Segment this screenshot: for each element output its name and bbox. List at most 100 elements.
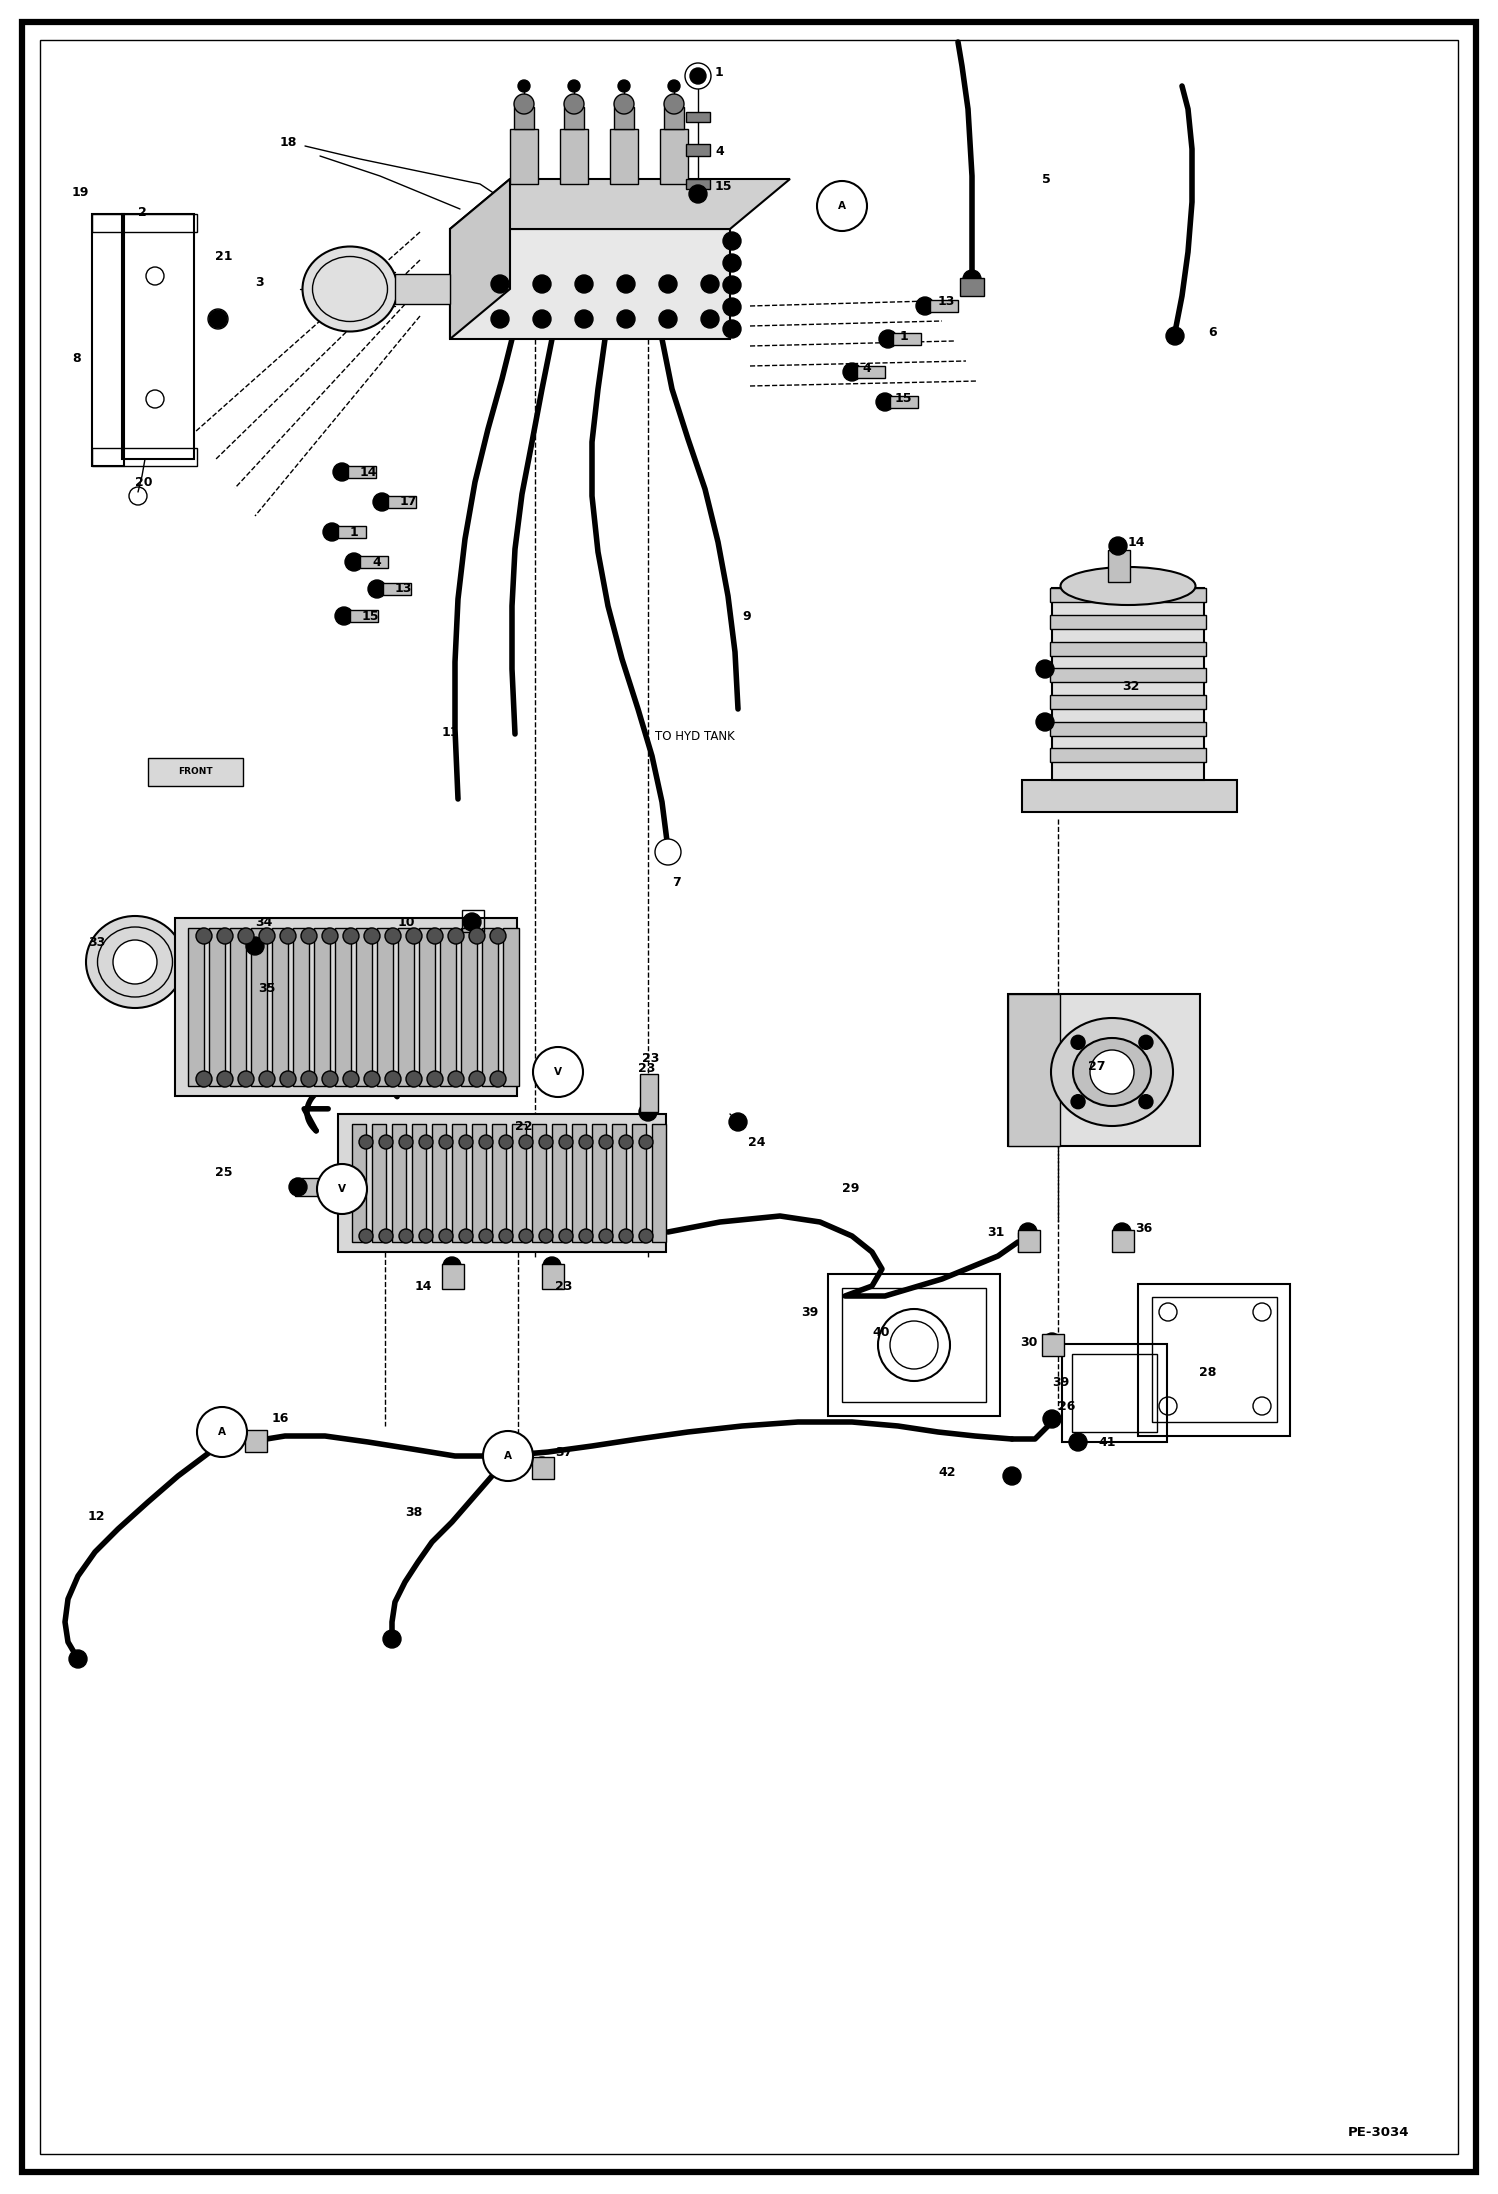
Bar <box>91 215 124 465</box>
Circle shape <box>1138 1095 1153 1108</box>
Text: 30: 30 <box>1020 1336 1038 1349</box>
Circle shape <box>659 274 677 294</box>
Text: 2: 2 <box>138 206 147 219</box>
Bar <box>461 928 476 1086</box>
Bar <box>491 1123 506 1242</box>
Circle shape <box>575 309 593 327</box>
Bar <box>828 1275 1001 1415</box>
Text: 11: 11 <box>442 726 460 739</box>
Bar <box>383 584 410 595</box>
Bar <box>181 924 277 985</box>
Text: A: A <box>503 1450 512 1461</box>
Circle shape <box>617 309 635 327</box>
Text: 23: 23 <box>554 1279 572 1292</box>
Circle shape <box>559 1134 574 1150</box>
Circle shape <box>322 928 339 943</box>
Bar <box>442 1264 464 1290</box>
Circle shape <box>724 276 742 294</box>
Circle shape <box>1037 660 1055 678</box>
Circle shape <box>599 1229 613 1244</box>
Circle shape <box>691 68 706 83</box>
Circle shape <box>1071 1095 1085 1108</box>
Circle shape <box>1043 1334 1061 1352</box>
Text: 1: 1 <box>351 527 358 538</box>
Bar <box>686 112 710 123</box>
Circle shape <box>619 1229 634 1244</box>
Circle shape <box>469 928 485 943</box>
Circle shape <box>559 1229 574 1244</box>
Circle shape <box>406 1071 422 1086</box>
Text: 1: 1 <box>900 329 909 342</box>
Circle shape <box>246 937 264 954</box>
Bar <box>592 1123 607 1242</box>
Bar <box>181 924 277 937</box>
Text: 13: 13 <box>395 581 412 595</box>
Text: 15: 15 <box>894 393 912 406</box>
Circle shape <box>345 553 363 570</box>
Bar <box>246 1430 267 1452</box>
Circle shape <box>619 79 631 92</box>
Bar <box>121 215 195 459</box>
Circle shape <box>490 1071 506 1086</box>
Bar <box>452 1123 466 1242</box>
Circle shape <box>575 274 593 294</box>
Circle shape <box>730 1112 748 1130</box>
Text: 4: 4 <box>372 555 380 568</box>
Bar <box>652 1123 667 1242</box>
Circle shape <box>599 1134 613 1150</box>
Bar <box>664 108 685 129</box>
Bar <box>1112 1231 1134 1253</box>
Circle shape <box>491 274 509 294</box>
Text: V: V <box>339 1185 346 1194</box>
Circle shape <box>198 1406 247 1457</box>
Bar <box>357 928 372 1086</box>
Bar <box>930 301 959 312</box>
Text: 7: 7 <box>673 875 680 889</box>
Bar <box>252 928 267 1086</box>
Text: 12: 12 <box>88 1509 105 1523</box>
Circle shape <box>668 79 680 92</box>
Bar <box>315 928 330 1086</box>
Bar <box>181 974 277 985</box>
Circle shape <box>439 1134 452 1150</box>
Circle shape <box>246 1433 264 1450</box>
Bar <box>632 1123 646 1242</box>
Circle shape <box>238 928 255 943</box>
Bar <box>960 279 984 296</box>
Circle shape <box>443 1257 461 1275</box>
Bar <box>1043 1334 1064 1356</box>
Circle shape <box>816 180 867 230</box>
Text: 1: 1 <box>715 66 724 79</box>
Bar <box>431 1123 446 1242</box>
Circle shape <box>724 233 742 250</box>
Bar <box>449 228 730 340</box>
Text: 19: 19 <box>72 186 90 197</box>
Ellipse shape <box>1061 566 1195 606</box>
Circle shape <box>398 1229 413 1244</box>
Circle shape <box>1037 713 1055 731</box>
Bar <box>1062 1345 1167 1441</box>
Text: 32: 32 <box>1122 680 1140 693</box>
Bar <box>482 928 497 1086</box>
Circle shape <box>614 94 634 114</box>
Bar <box>440 928 455 1086</box>
Text: V: V <box>554 1066 562 1077</box>
Circle shape <box>69 1650 87 1667</box>
Circle shape <box>439 1229 452 1244</box>
Bar <box>1109 551 1129 581</box>
Text: 35: 35 <box>258 983 276 996</box>
Circle shape <box>360 1229 373 1244</box>
Bar <box>890 395 918 408</box>
Circle shape <box>259 1071 276 1086</box>
Circle shape <box>518 1229 533 1244</box>
Bar <box>572 1123 586 1242</box>
Text: 13: 13 <box>938 296 956 309</box>
Ellipse shape <box>1052 1018 1173 1126</box>
Circle shape <box>1091 1051 1134 1095</box>
Circle shape <box>469 1071 485 1086</box>
Bar <box>372 1123 386 1242</box>
Bar <box>472 1123 485 1242</box>
Circle shape <box>518 79 530 92</box>
Text: 5: 5 <box>1043 173 1050 186</box>
Circle shape <box>963 270 981 287</box>
